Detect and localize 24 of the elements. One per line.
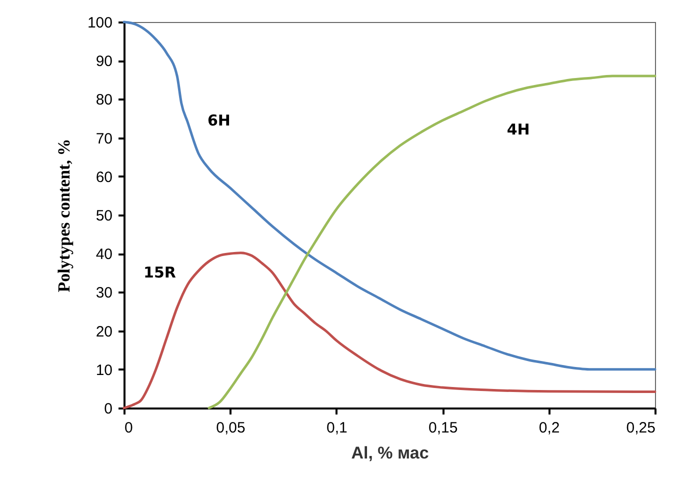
y-tick-label: 0 [104, 400, 112, 418]
x-tick-label: 0,05 [216, 420, 246, 436]
y-tick-label: 70 [96, 130, 112, 148]
y-tick-label: 10 [96, 362, 112, 379]
y-tick-label: 60 [96, 168, 112, 186]
y-tick-label: 20 [96, 323, 112, 340]
x-tick-label: 0,15 [428, 420, 458, 436]
line-series [122, 20, 656, 371]
y-tick-label: 30 [96, 284, 112, 302]
series-label: 15R [144, 263, 176, 282]
y-tick-label: 100 [87, 14, 112, 32]
x-tick-label: 0,1 [326, 420, 348, 436]
line-series [208, 74, 656, 410]
series-label: 4H [506, 120, 530, 138]
x-tick-label: 0,2 [538, 420, 560, 436]
y-tick-label: 50 [96, 208, 112, 224]
y-axis-title: Polytypes content, % [54, 138, 74, 292]
y-tick-label: 90 [96, 53, 112, 70]
x-tick-label: 0 [124, 420, 133, 436]
series-label: 6H [207, 112, 230, 130]
y-tick-label: 40 [96, 246, 112, 264]
y-tick-label: 80 [96, 92, 112, 109]
x-tick-label: 0,25 [626, 420, 656, 436]
x-axis-title: Al, % мас [351, 444, 429, 462]
